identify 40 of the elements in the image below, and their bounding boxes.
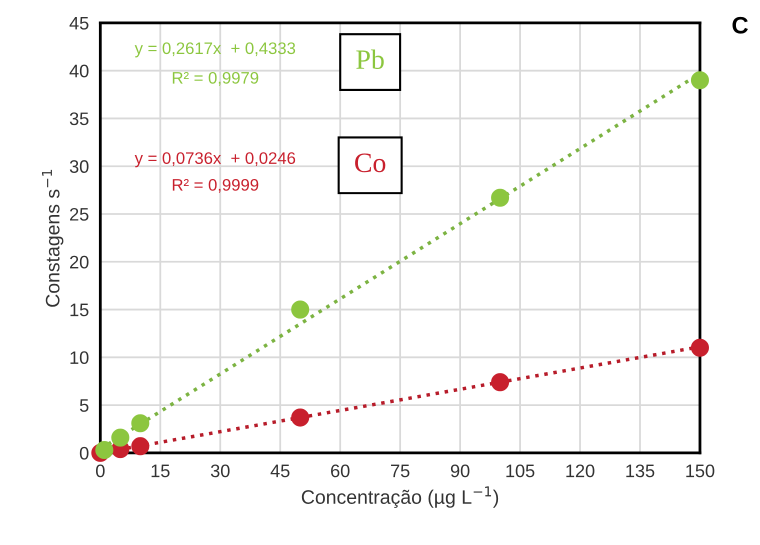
point [95,441,114,460]
y-tick-label: 15 [70,304,88,316]
y-axis-title: Constagens s$^{−1}$ [42,170,64,307]
y-tick-label: 40 [70,64,89,78]
point [291,408,310,427]
annotation: R² = 0,9979 [172,72,258,86]
x-tick-label: 150 [686,464,714,478]
y-tick-label: 10 [70,351,89,364]
point [690,71,709,90]
y-tick-label: 5 [80,399,88,412]
point [491,188,510,207]
x-axis-title: Concentração (µg L$^{−1}$) [302,486,498,508]
y-tick-label: 45 [70,17,88,30]
point [111,428,130,447]
y-tick-label: 0 [80,446,89,460]
y-tick-label: 30 [70,160,89,173]
point [131,414,150,432]
point [491,373,510,392]
y-tick-label: 25 [70,208,88,221]
x-tick-label: 120 [566,464,594,478]
point [291,300,310,319]
annotation: R² = 0,9999 [172,178,258,193]
x-tick-label: 45 [270,464,290,478]
x-tick-label: 30 [210,464,230,478]
x-tick-label: 0 [96,464,105,478]
text: C [732,16,748,34]
point [690,338,709,357]
x-tick-label: 15 [152,464,170,478]
annotation: y = 0,2617x + 0,4333 [134,42,296,58]
y-tick-label: 35 [70,112,88,126]
x-tick-label: 90 [450,464,470,478]
x-tick-label: 60 [331,464,350,478]
x-tick-label: 75 [391,464,410,478]
text: Co [355,154,386,172]
point [131,437,150,456]
y-tick-label: 20 [70,256,89,268]
annotation: y = 0,0736x + 0,0246 [134,152,296,168]
x-tick-label: 135 [626,464,654,478]
x-tick-label: 105 [506,464,534,478]
text: Pb [356,49,384,70]
